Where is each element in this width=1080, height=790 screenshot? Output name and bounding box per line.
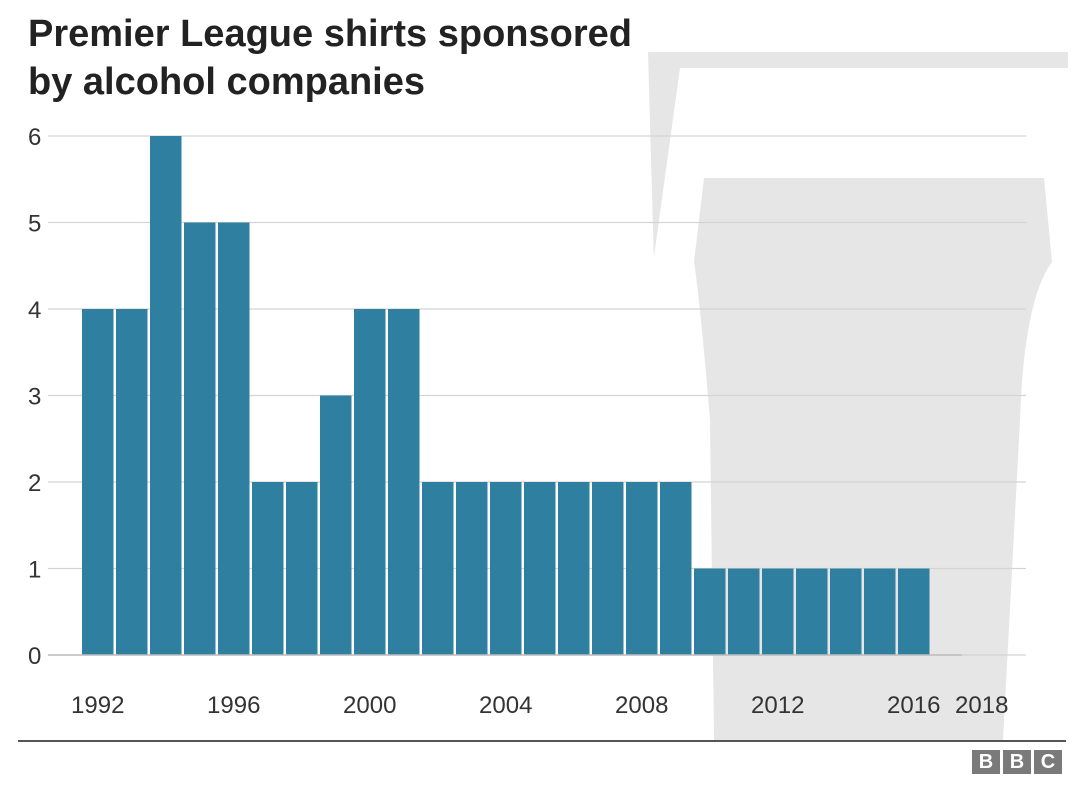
x-axis-labels: 1992 1996 2000 2004 2008 2012 2016 2018 (71, 692, 1008, 719)
x-tick-label: 2000 (343, 692, 396, 719)
chart-title: Premier League shirts sponsored by alcoh… (28, 10, 632, 106)
bbc-logo: B B C (972, 750, 1062, 774)
x-tick-label: 2016 (887, 692, 940, 719)
bar (422, 482, 454, 655)
bar (864, 568, 896, 655)
x-tick-label: 2018 (955, 692, 1008, 719)
y-tick-label: 3 (28, 384, 41, 411)
bar (558, 482, 590, 655)
bar (150, 136, 182, 655)
bar (728, 568, 760, 655)
bar (388, 309, 420, 655)
bbc-logo-letter: B (972, 750, 1000, 774)
chart-title-line-1: Premier League shirts sponsored (28, 13, 632, 55)
bar (524, 482, 556, 655)
bar (626, 482, 658, 655)
x-tick-label: 1996 (207, 692, 260, 719)
bar (116, 309, 148, 655)
bar (456, 482, 488, 655)
bar (762, 568, 794, 655)
bar (82, 309, 114, 655)
y-tick-label: 1 (28, 557, 41, 584)
bar (694, 568, 726, 655)
bar (592, 482, 624, 655)
bar (796, 568, 828, 655)
y-tick-label: 0 (28, 643, 41, 670)
bar (490, 482, 522, 655)
bar (354, 309, 386, 655)
bar (286, 482, 318, 655)
y-tick-label: 4 (28, 297, 41, 324)
bars (48, 136, 962, 656)
x-tick-label: 1992 (71, 692, 124, 719)
bar (218, 222, 250, 655)
bbc-logo-letter: C (1034, 750, 1062, 774)
y-tick-label: 5 (28, 211, 41, 238)
bar (252, 482, 284, 655)
y-tick-label: 6 (28, 124, 41, 151)
bbc-logo-letter: B (1003, 750, 1031, 774)
bar (184, 222, 216, 655)
bar (898, 568, 930, 655)
bar (320, 395, 352, 655)
x-tick-label: 2012 (751, 692, 804, 719)
bar (660, 482, 692, 655)
y-tick-label: 2 (28, 470, 41, 497)
y-axis-labels: 0 1 2 3 4 5 6 (28, 124, 41, 670)
chart-title-line-2: by alcohol companies (28, 61, 425, 103)
x-tick-label: 2008 (615, 692, 668, 719)
footer-divider (18, 740, 1066, 742)
x-tick-label: 2004 (479, 692, 532, 719)
bar (830, 568, 862, 655)
